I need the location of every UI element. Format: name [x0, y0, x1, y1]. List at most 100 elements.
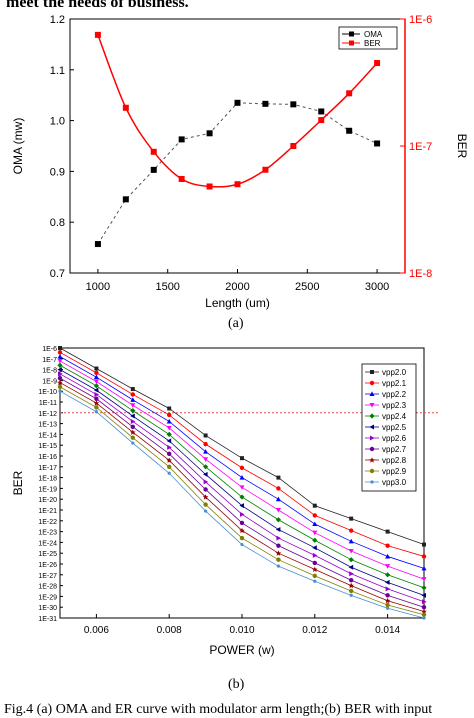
data-point-marker	[421, 608, 427, 615]
y2-tick-label-a: 1E-6	[409, 14, 432, 26]
data-point-marker	[385, 593, 390, 598]
data-point-marker	[239, 527, 245, 534]
oma-point	[94, 241, 101, 248]
y-tick-label-b: 1E-29	[38, 594, 57, 601]
data-point-marker	[130, 424, 135, 430]
data-point-marker	[348, 564, 354, 570]
legend-label-b: vpp2.3	[382, 401, 407, 410]
data-point-marker	[421, 612, 427, 617]
legend-label-b: vpp2.6	[382, 434, 407, 443]
data-point-marker	[166, 438, 172, 444]
data-point-marker	[385, 564, 391, 569]
y-tick-label-b: 1E-17	[38, 465, 57, 472]
data-point-marker	[203, 441, 208, 447]
y-tick-label-b: 1E-10	[38, 389, 57, 396]
oma-point	[318, 108, 325, 115]
y-tick-label-b: 1E-26	[38, 562, 57, 569]
ber-point	[206, 183, 213, 190]
data-point-marker	[94, 405, 99, 410]
data-point-marker	[312, 537, 318, 543]
ber-point	[262, 166, 269, 173]
data-point-marker	[369, 424, 374, 430]
x-axis-label-b: POWER (w)	[209, 643, 274, 657]
data-point-marker	[203, 464, 209, 470]
y-tick-label-b: 1E-12	[38, 411, 57, 418]
data-point-marker	[369, 380, 375, 386]
y-tick-label-a: 0.9	[50, 166, 65, 178]
data-point-marker	[166, 457, 172, 464]
data-point-marker	[312, 521, 318, 527]
ber-point	[318, 117, 325, 124]
data-point-marker	[239, 475, 245, 480]
data-point-marker	[369, 403, 375, 408]
data-point-marker	[275, 517, 281, 523]
y2-tick-label-a: 1E-8	[409, 268, 432, 280]
data-point-marker	[369, 468, 375, 474]
data-point-marker	[130, 403, 136, 408]
data-point-marker	[349, 578, 354, 583]
y-tick-label-b: 1E-13	[38, 422, 57, 429]
legend-marker-a	[349, 31, 354, 37]
data-point-marker	[421, 577, 427, 582]
data-point-marker	[202, 494, 209, 500]
data-point-marker	[348, 582, 354, 589]
data-point-marker	[385, 579, 390, 585]
data-point-marker	[384, 597, 391, 604]
data-point-marker	[167, 406, 172, 411]
data-point-marker	[422, 599, 427, 605]
data-point-marker	[276, 535, 281, 541]
y-tick-label-b: 1E-23	[38, 530, 57, 537]
ber-point	[346, 90, 353, 97]
data-point-marker	[421, 554, 427, 559]
panel-b-label: (b)	[228, 677, 245, 692]
data-point-marker	[94, 410, 98, 414]
data-point-marker	[239, 494, 245, 500]
data-point-marker	[203, 433, 208, 438]
data-point-marker	[240, 511, 245, 517]
x-tick-label-b: 0.014	[375, 625, 400, 636]
ber-point	[122, 104, 129, 111]
legend-label-a: OMA	[364, 30, 383, 39]
data-point-marker	[349, 593, 353, 597]
data-point-marker	[167, 451, 172, 457]
x-axis-label-a: Length (um)	[205, 296, 270, 310]
y-tick-label-b: 1E-6	[42, 346, 57, 353]
data-point-marker	[370, 480, 374, 484]
data-point-marker	[312, 566, 318, 573]
data-point-marker	[275, 550, 282, 556]
data-point-marker	[203, 471, 208, 477]
ber-point	[150, 148, 157, 155]
figure-caption: Fig.4 (a) OMA and ER curve with modulato…	[4, 702, 433, 717]
data-point-marker	[349, 588, 354, 594]
data-point-marker	[349, 516, 354, 521]
data-point-marker	[131, 441, 135, 445]
oma-point	[206, 130, 213, 137]
data-point-marker	[130, 435, 135, 440]
y-tick-label-a: 0.8	[50, 217, 65, 229]
data-point-marker	[57, 350, 63, 355]
y-tick-label-b: 1E-27	[38, 573, 57, 580]
ber-point	[374, 60, 381, 67]
legend-label-a: BER	[364, 39, 381, 48]
y-tick-label-b: 1E-15	[38, 443, 57, 450]
x-tick-label-b: 0.006	[84, 625, 109, 636]
y-tick-label-b: 1E-25	[38, 551, 57, 558]
data-point-marker	[94, 396, 99, 401]
oma-point	[374, 140, 381, 147]
data-point-marker	[275, 496, 281, 502]
data-point-marker	[385, 529, 390, 534]
y-tick-label-b: 1E-19	[38, 486, 57, 493]
ber-point	[290, 143, 297, 149]
data-point-marker	[385, 586, 391, 592]
y-axis-label-a: OMA (mw)	[11, 118, 25, 175]
data-point-marker	[57, 362, 63, 368]
data-point-marker	[348, 538, 354, 544]
data-point-marker	[422, 616, 426, 620]
data-point-marker	[239, 520, 245, 526]
y-tick-label-b: 1E-18	[38, 476, 57, 483]
data-point-marker	[312, 530, 318, 536]
y-tick-label-a: 1.1	[50, 65, 65, 77]
data-point-marker	[58, 346, 62, 350]
data-point-marker	[166, 431, 172, 437]
